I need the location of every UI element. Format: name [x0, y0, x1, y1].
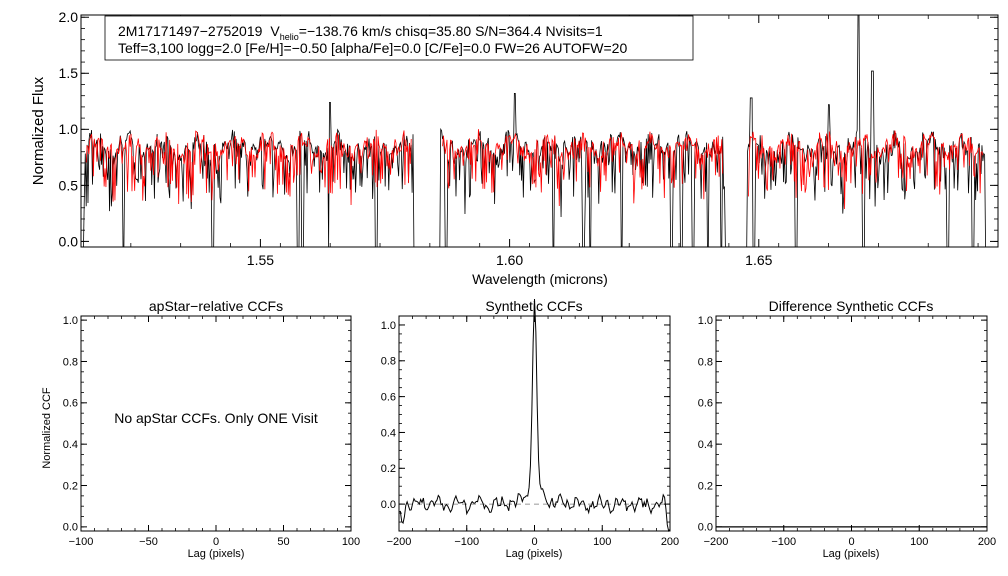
- spectrum-ylabel: Normalized Flux: [30, 76, 47, 185]
- x-tick-label: −50: [139, 536, 158, 548]
- synthetic-spectrum-line: [85, 129, 412, 205]
- x-tick-label: −100: [69, 536, 94, 548]
- difference-ccf-frame: [715, 315, 988, 532]
- synthetic-ccf-xlabel: Lag (pixels): [506, 548, 563, 560]
- apstar-ccf-ylabel: Normalized CCF: [41, 387, 53, 469]
- spectrum-lines: [83, 15, 986, 247]
- y-tick-label: 0.0: [59, 233, 79, 249]
- spectrum-ticks: 1.55 1.60 1.65 0.0 0.5 1.0 1.5 2.0: [59, 9, 998, 268]
- synthetic-ccf-line: [398, 298, 671, 533]
- y-tick-label: 0.6: [381, 391, 396, 403]
- x-tick-label: 100: [910, 536, 928, 548]
- y-tick-label: 1.0: [381, 320, 396, 332]
- y-tick-label: 0.2: [63, 480, 78, 492]
- y-tick-label: 0.0: [63, 522, 78, 534]
- y-tick-label: 0.0: [381, 499, 396, 511]
- difference-ccf-title: Difference Synthetic CCFs: [769, 298, 934, 314]
- apstar-ccf-message: No apStar CCFs. Only ONE Visit: [114, 410, 318, 426]
- y-tick-label: 1.0: [63, 315, 78, 327]
- x-tick-label: 1.55: [247, 252, 274, 268]
- x-tick-label: 200: [661, 536, 679, 548]
- y-tick-label: 1.0: [59, 121, 79, 137]
- synthetic-ccf-panel: Synthetic CCFs −200 −100 0 100 2000.00.20.40…: [381, 298, 679, 560]
- x-tick-label: −200: [704, 536, 729, 548]
- difference-ccf-panel: Difference Synthetic CCFs −200 −100 0 100 20…: [698, 298, 996, 560]
- synthetic-spectrum-line: [748, 130, 984, 210]
- y-tick-label: 0.8: [381, 356, 396, 368]
- spectrum-xlabel: Wavelength (microns): [472, 271, 608, 287]
- apstar-ccf-ticks: −100 −50 0 50 100 0.0 0.2 0.4 0.6 0.8 1.0: [63, 315, 360, 548]
- apstar-ccf-xlabel: Lag (pixels): [188, 548, 245, 560]
- synthetic-ccf-curve: [398, 298, 671, 533]
- x-tick-label: −200: [387, 536, 412, 548]
- spectrum-axes-frame: [80, 14, 999, 248]
- spectrum-title-box: [104, 15, 694, 61]
- x-tick-label: 100: [593, 536, 611, 548]
- y-tick-label: 0.5: [59, 177, 79, 193]
- x-tick-label: −100: [771, 536, 796, 548]
- spectrum-panel: 1.55 1.60 1.65 0.0 0.5 1.0 1.5 2.0 Wavelength (…: [30, 9, 999, 287]
- y-tick-label: 0.2: [698, 480, 713, 492]
- difference-ccf-ticks: −200 −100 0 100 200 0.0 0.2 0.4 0.6 0.8 1.0: [698, 315, 996, 548]
- y-tick-label: 0.0: [698, 522, 713, 534]
- y-tick-label: 0.6: [63, 398, 78, 410]
- synthetic-spectrum-line: [442, 129, 724, 206]
- y-tick-label: 0.8: [698, 356, 713, 368]
- x-tick-label: 200: [978, 536, 996, 548]
- y-tick-label: 1.0: [698, 315, 713, 327]
- x-tick-label: 0: [848, 536, 854, 548]
- y-tick-label: 0.4: [698, 439, 713, 451]
- x-tick-label: 1.60: [496, 252, 523, 268]
- x-tick-label: 0: [531, 536, 537, 548]
- y-tick-label: 0.8: [63, 356, 78, 368]
- y-tick-label: 2.0: [59, 9, 79, 25]
- x-tick-label: 50: [277, 536, 289, 548]
- synthetic-ccf-ticks: −200 −100 0 100 200 0.0 0.2 0.4 0.6 0.8 1.0: [381, 315, 679, 548]
- y-tick-label: 0.4: [381, 427, 396, 439]
- observed-spectrum-line: [745, 15, 986, 247]
- spectrum-title-line2: Teff=3,100 logg=2.0 [Fe/H]=−0.50 [alpha/…: [118, 40, 627, 56]
- x-tick-label: −100: [454, 536, 479, 548]
- x-tick-label: 0: [213, 536, 219, 548]
- x-tick-label: 1.65: [745, 252, 772, 268]
- y-tick-label: 0.4: [63, 439, 78, 451]
- observed-spectrum-line: [83, 102, 415, 247]
- y-tick-label: 0.2: [381, 463, 396, 475]
- apstar-ccf-title: apStar−relative CCFs: [149, 298, 283, 314]
- spectrum-title-line1: 2M17171497−2752019 Vhelio=−138.76 km/s ch…: [118, 23, 603, 42]
- difference-ccf-xlabel: Lag (pixels): [823, 548, 880, 560]
- x-tick-label: 100: [342, 536, 360, 548]
- y-tick-label: 0.6: [698, 398, 713, 410]
- apstar-ccf-panel: apStar−relative CCFs −100 −50 0 50 100 0.0 0.2…: [41, 298, 360, 560]
- y-tick-label: 1.5: [59, 65, 79, 81]
